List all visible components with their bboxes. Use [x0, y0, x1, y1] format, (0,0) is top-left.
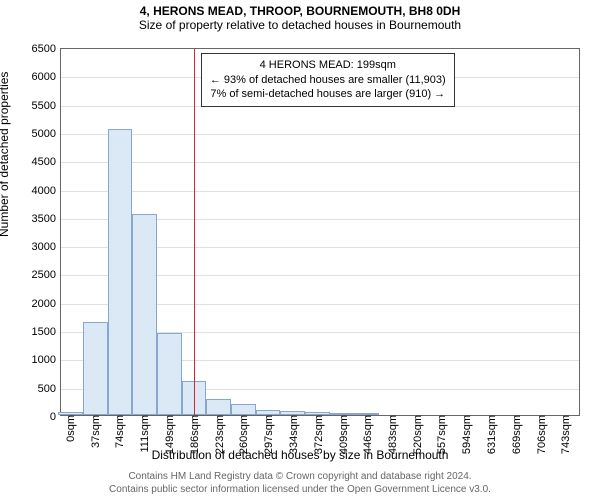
- y-tick-label: 3500: [32, 213, 61, 225]
- y-tick-label: 6500: [32, 43, 61, 55]
- x-tick-label: 0sqm: [61, 415, 77, 442]
- attribution-line-1: Contains HM Land Registry data © Crown c…: [0, 470, 600, 483]
- annotation-box: 4 HERONS MEAD: 199sqm ← 93% of detached …: [201, 53, 455, 108]
- y-tick-label: 2000: [32, 298, 61, 310]
- attribution: Contains HM Land Registry data © Crown c…: [0, 470, 600, 496]
- histogram-bar: [83, 322, 108, 415]
- x-tick-label: 111sqm: [135, 415, 151, 453]
- y-tick-label: 1500: [32, 326, 61, 338]
- annotation-line-3: 7% of semi-detached houses are larger (9…: [210, 87, 446, 102]
- y-tick-label: 1000: [32, 354, 61, 366]
- y-axis-label: Number of detached properties: [0, 72, 11, 237]
- y-tick-label: 5000: [32, 128, 61, 140]
- histogram-bar: [108, 129, 133, 415]
- y-tick-label: 6000: [32, 71, 61, 83]
- chart-subtitle: Size of property relative to detached ho…: [0, 18, 600, 36]
- chart-container: 4, HERONS MEAD, THROOP, BOURNEMOUTH, BH8…: [0, 0, 600, 500]
- chart-title: 4, HERONS MEAD, THROOP, BOURNEMOUTH, BH8…: [0, 0, 600, 18]
- y-tick-label: 4500: [32, 156, 61, 168]
- annotation-line-1: 4 HERONS MEAD: 199sqm: [210, 58, 446, 73]
- histogram-bar: [157, 333, 182, 415]
- x-tick-label: 74sqm: [110, 415, 126, 448]
- y-tick-label: 4000: [32, 185, 61, 197]
- y-tick-label: 500: [38, 383, 61, 395]
- attribution-line-2: Contains public sector information licen…: [0, 483, 600, 496]
- y-tick-label: 2500: [32, 269, 61, 281]
- plot-area: 4 HERONS MEAD: 199sqm ← 93% of detached …: [60, 48, 580, 416]
- reference-line: [194, 49, 195, 415]
- histogram-bar: [206, 399, 231, 415]
- histogram-bar: [231, 404, 256, 415]
- histogram-bar: [132, 214, 157, 415]
- annotation-line-2: ← 93% of detached houses are smaller (11…: [210, 73, 446, 88]
- y-tick-label: 0: [50, 411, 61, 423]
- y-tick-label: 5500: [32, 100, 61, 112]
- x-axis-label: Distribution of detached houses by size …: [0, 448, 600, 462]
- x-tick-label: 37sqm: [86, 415, 102, 448]
- y-tick-label: 3000: [32, 241, 61, 253]
